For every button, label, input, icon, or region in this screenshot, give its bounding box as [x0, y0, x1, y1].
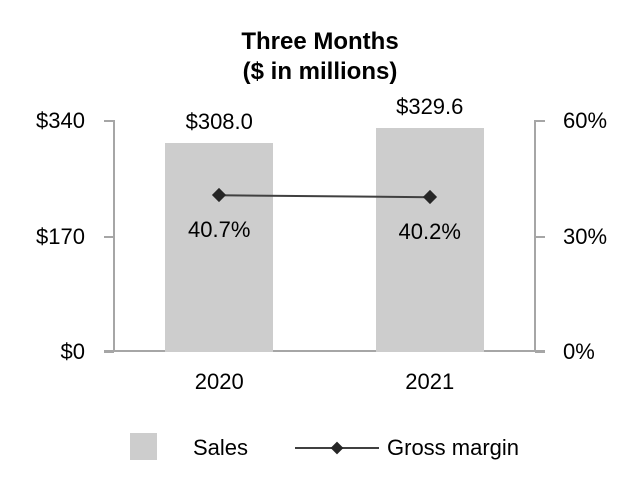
bar-value-label: $329.6	[396, 94, 464, 120]
right-axis-tick	[535, 351, 545, 353]
legend-line-sample	[295, 441, 379, 455]
left-axis-tick	[104, 120, 114, 122]
bar-2021	[375, 128, 484, 352]
bar-value-label: $308.0	[185, 108, 253, 134]
legend-label-sales: Sales	[193, 435, 249, 460]
legend-label-gross-margin: Gross margin	[387, 435, 520, 460]
legend-swatch-sales	[130, 433, 157, 460]
left-axis-tick	[104, 351, 114, 353]
left-axis-tick-label: $170	[36, 223, 85, 249]
legend-diamond-icon	[330, 441, 344, 455]
chart-title: Three Months	[241, 28, 399, 55]
right-axis-tick-label: 30%	[563, 223, 608, 249]
x-axis-line	[104, 350, 545, 352]
right-axis-tick-label: 60%	[563, 108, 608, 133]
gross-margin-value-label: 40.7%	[188, 217, 251, 243]
left-axis-tick-label: $340	[36, 108, 85, 133]
x-axis-label-2021: 2021	[405, 369, 455, 394]
left-axis-line	[113, 120, 115, 352]
left-axis-tick	[104, 235, 114, 238]
right-axis-tick	[535, 235, 545, 238]
gross-margin-value-label: 40.2%	[398, 219, 461, 245]
right-axis-tick	[535, 120, 545, 122]
x-axis-label-2020: 2020	[194, 369, 244, 394]
left-axis-tick-label: $0	[60, 339, 85, 364]
bar-2020	[165, 142, 274, 352]
chart-subtitle: ($ in millions)	[242, 58, 398, 85]
right-axis-tick-label: 0%	[563, 339, 595, 364]
